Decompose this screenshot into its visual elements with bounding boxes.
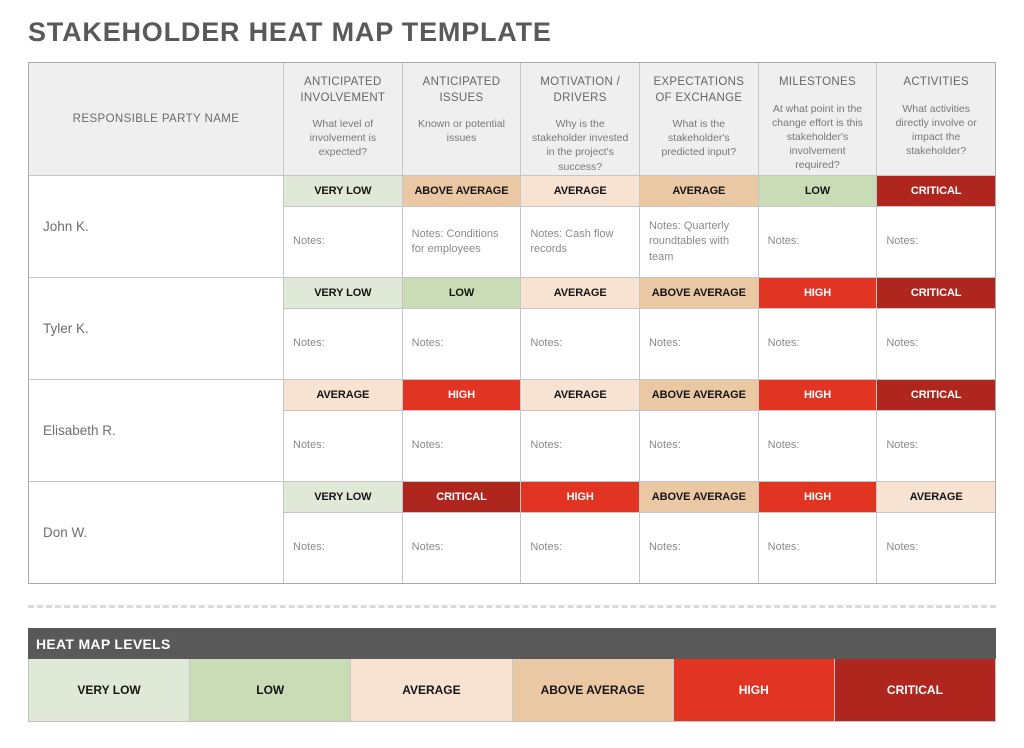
stakeholder-table: RESPONSIBLE PARTY NAME ANTICIPATED INVOL… <box>28 62 996 584</box>
notes-cell: Notes: <box>758 513 877 583</box>
level-badge: HIGH <box>758 278 877 308</box>
column-description: What level of involvement is expected? <box>309 118 377 159</box>
level-badge: AVERAGE <box>877 482 995 512</box>
row-name: Don W. <box>29 482 283 583</box>
notes-cell: Notes: <box>758 309 877 379</box>
notes-cell: Notes: <box>758 411 877 481</box>
notes-cell: Notes: <box>877 513 995 583</box>
notes-cell: Notes: <box>877 207 995 277</box>
notes-cell: Notes: <box>758 207 877 277</box>
row-name: Elisabeth R. <box>29 380 283 481</box>
column-title: ACTIVITIES <box>903 76 969 88</box>
heat-map-legend: VERY LOW LOW AVERAGE ABOVE AVERAGE HIGH … <box>28 659 996 722</box>
column-header-activities: ACTIVITIES What activities directly invo… <box>877 63 995 175</box>
level-badge: CRITICAL <box>877 380 995 410</box>
notes-cell: Notes: <box>284 309 402 379</box>
level-badge: AVERAGE <box>521 176 639 206</box>
level-badge: AVERAGE <box>521 278 639 308</box>
notes-cell: Notes: <box>402 411 521 481</box>
level-badge: HIGH <box>402 380 521 410</box>
notes-cell: Notes: <box>877 309 995 379</box>
level-badge: ABOVE AVERAGE <box>639 482 758 512</box>
column-description: What is the stakeholder's predicted inpu… <box>661 118 737 159</box>
level-badge: CRITICAL <box>402 482 521 512</box>
notes-cell: Notes: <box>639 513 758 583</box>
legend-item: LOW <box>190 659 351 721</box>
column-title: ANTICIPATED ISSUES <box>422 76 501 104</box>
row-name: Tyler K. <box>29 278 283 379</box>
level-badge: ABOVE AVERAGE <box>402 176 521 206</box>
level-badge: LOW <box>402 278 521 308</box>
level-badge: AVERAGE <box>521 380 639 410</box>
level-badge: VERY LOW <box>284 278 402 308</box>
column-description: What activities directly involve or impa… <box>895 102 977 158</box>
column-description: Known or potential issues <box>418 118 505 145</box>
level-badge: HIGH <box>758 380 877 410</box>
column-header-motivation-drivers: MOTIVATION / DRIVERS Why is the stakehol… <box>521 63 639 175</box>
notes-cell: Notes: <box>521 411 639 481</box>
level-badge: LOW <box>758 176 877 206</box>
column-title: ANTICIPATED INVOLVEMENT <box>300 76 386 104</box>
notes-cell: Notes: <box>284 207 402 277</box>
level-badge: AVERAGE <box>284 380 402 410</box>
level-badge: CRITICAL <box>877 278 995 308</box>
row-name: John K. <box>29 176 283 277</box>
column-header-anticipated-involvement: ANTICIPATED INVOLVEMENT What level of in… <box>284 63 402 175</box>
notes-cell: Notes: <box>284 513 402 583</box>
legend-item: CRITICAL <box>834 659 995 721</box>
legend-item: VERY LOW <box>29 659 190 721</box>
notes-cell: Notes: <box>402 309 521 379</box>
page: STAKEHOLDER HEAT MAP TEMPLATE RESPONSIBL… <box>28 17 996 722</box>
level-badge: CRITICAL <box>877 176 995 206</box>
legend-title: HEAT MAP LEVELS <box>36 635 171 652</box>
column-title: EXPECTATIONS OF EXCHANGE <box>653 76 745 104</box>
level-badge: VERY LOW <box>284 482 402 512</box>
level-badge: HIGH <box>521 482 639 512</box>
notes-cell: Notes: <box>521 309 639 379</box>
legend-item: AVERAGE <box>351 659 512 721</box>
column-description: Why is the stakeholder invested in the p… <box>532 118 629 173</box>
notes-cell: Notes: <box>284 411 402 481</box>
legend-item: ABOVE AVERAGE <box>512 659 673 721</box>
notes-cell: Notes: <box>639 411 758 481</box>
column-header-anticipated-issues: ANTICIPATED ISSUES Known or potential is… <box>402 63 521 175</box>
legend-header-bar: HEAT MAP LEVELS <box>28 628 996 659</box>
notes-cell: Notes: <box>402 513 521 583</box>
dashed-divider <box>28 605 996 608</box>
column-title: MOTIVATION / DRIVERS <box>540 76 621 104</box>
column-header-expectations-of-exchange: EXPECTATIONS OF EXCHANGE What is the sta… <box>639 63 758 175</box>
legend-item: HIGH <box>673 659 834 721</box>
level-badge: VERY LOW <box>284 176 402 206</box>
level-badge: ABOVE AVERAGE <box>639 278 758 308</box>
notes-cell: Notes: Cash flow records <box>521 207 639 277</box>
page-title: STAKEHOLDER HEAT MAP TEMPLATE <box>28 17 552 47</box>
notes-cell: Notes: <box>521 513 639 583</box>
level-badge: ABOVE AVERAGE <box>639 380 758 410</box>
level-badge: HIGH <box>758 482 877 512</box>
column-header-responsible-party: RESPONSIBLE PARTY NAME <box>29 63 283 175</box>
column-description: At what point in the change effort is th… <box>772 102 863 172</box>
notes-cell: Notes: <box>639 309 758 379</box>
notes-cell: Notes: Quarterly roundtables with team <box>639 207 758 277</box>
level-badge: AVERAGE <box>639 176 758 206</box>
notes-cell: Notes: Conditions for employees <box>402 207 521 277</box>
column-title: MILESTONES <box>779 76 856 88</box>
column-header-milestones: MILESTONES At what point in the change e… <box>758 63 877 175</box>
notes-cell: Notes: <box>877 411 995 481</box>
